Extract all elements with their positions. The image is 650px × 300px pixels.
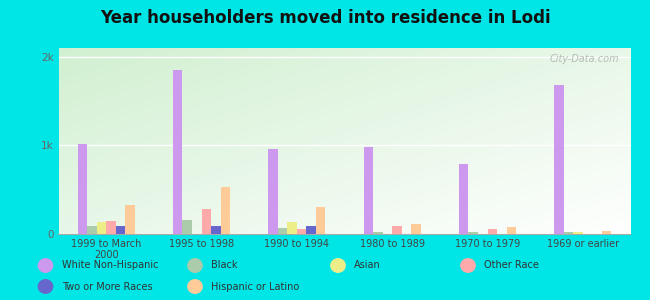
Bar	[202, 209, 211, 234]
Bar	[554, 85, 564, 234]
Bar	[183, 220, 192, 234]
Text: Asian: Asian	[354, 260, 381, 271]
Bar	[488, 229, 497, 234]
Bar	[602, 231, 612, 234]
Text: Year householders moved into residence in Lodi: Year householders moved into residence i…	[99, 9, 551, 27]
Bar	[116, 226, 125, 234]
Bar	[306, 226, 316, 234]
Bar	[173, 70, 183, 234]
Bar	[211, 226, 220, 234]
Text: Black: Black	[211, 260, 238, 271]
Text: Hispanic or Latino: Hispanic or Latino	[211, 281, 300, 292]
Bar	[220, 187, 230, 234]
Bar	[469, 232, 478, 234]
Bar	[77, 144, 87, 234]
Bar	[297, 229, 306, 234]
Bar	[373, 232, 383, 234]
Bar	[125, 205, 135, 234]
Text: Two or More Races: Two or More Races	[62, 281, 152, 292]
Bar	[287, 223, 297, 234]
Text: City-Data.com: City-Data.com	[549, 54, 619, 64]
Bar	[506, 227, 516, 234]
Text: Other Race: Other Race	[484, 260, 539, 271]
Bar	[278, 228, 287, 234]
Bar	[268, 149, 278, 234]
Bar	[87, 226, 97, 234]
Bar	[97, 222, 106, 234]
Bar	[392, 226, 402, 234]
Bar	[564, 232, 573, 234]
Bar	[573, 232, 583, 234]
Bar	[363, 147, 373, 234]
Bar	[459, 164, 469, 234]
Bar	[411, 224, 421, 234]
Bar	[316, 206, 326, 234]
Text: White Non-Hispanic: White Non-Hispanic	[62, 260, 158, 271]
Bar	[106, 221, 116, 234]
